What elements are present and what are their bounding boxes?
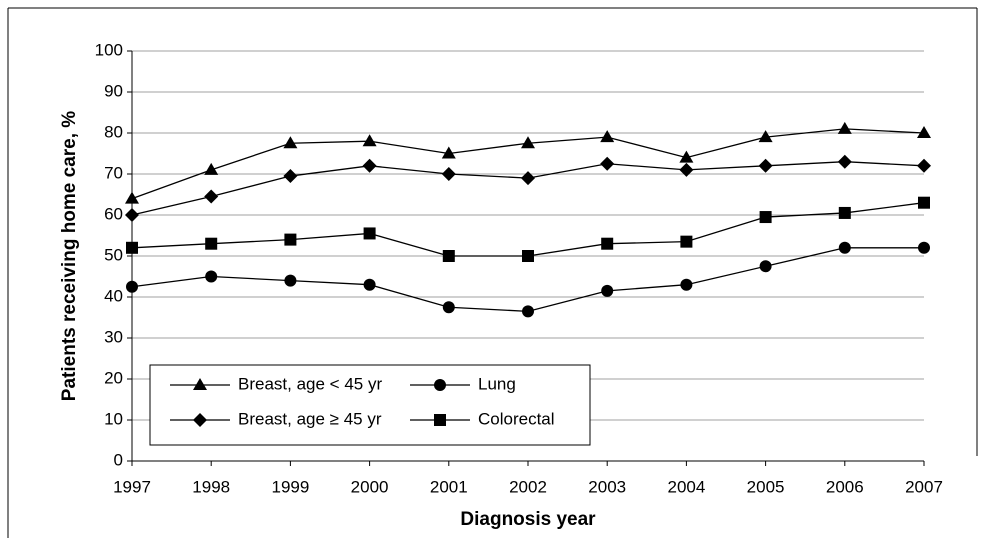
marker bbox=[917, 126, 931, 138]
marker bbox=[521, 171, 535, 186]
marker bbox=[441, 167, 456, 181]
marker bbox=[758, 158, 773, 173]
marker bbox=[918, 241, 930, 254]
marker bbox=[193, 413, 207, 427]
marker bbox=[442, 301, 455, 314]
marker bbox=[680, 235, 693, 248]
marker bbox=[434, 414, 446, 426]
marker bbox=[204, 162, 219, 175]
marker bbox=[125, 208, 139, 222]
marker bbox=[363, 227, 376, 240]
x-tick-label: 2000 bbox=[351, 477, 389, 496]
y-tick-label: 30 bbox=[104, 327, 123, 346]
marker bbox=[917, 158, 931, 173]
y-tick-label: 70 bbox=[104, 163, 123, 182]
x-tick-label: 1997 bbox=[113, 477, 151, 496]
x-tick-label: 2007 bbox=[905, 477, 943, 496]
marker bbox=[758, 130, 773, 143]
marker bbox=[600, 156, 615, 171]
x-axis-label: Diagnosis year bbox=[460, 509, 596, 530]
marker bbox=[838, 241, 851, 254]
marker bbox=[363, 278, 376, 291]
marker bbox=[283, 136, 298, 149]
marker bbox=[126, 241, 138, 254]
y-tick-label: 60 bbox=[104, 204, 123, 223]
y-tick-label: 80 bbox=[104, 122, 123, 141]
series-line bbox=[131, 161, 925, 216]
x-tick-label: 2003 bbox=[588, 477, 626, 496]
marker bbox=[679, 150, 694, 163]
x-tick-label: 2004 bbox=[667, 477, 705, 496]
marker bbox=[759, 211, 772, 224]
marker bbox=[205, 270, 218, 283]
y-axis-label: Patients receiving home care, % bbox=[59, 111, 80, 402]
marker bbox=[600, 130, 615, 143]
marker bbox=[283, 169, 298, 184]
y-tick-label: 100 bbox=[95, 40, 123, 59]
marker bbox=[759, 260, 772, 273]
marker bbox=[522, 305, 534, 318]
y-tick-label: 50 bbox=[104, 245, 123, 264]
x-tick-label: 1999 bbox=[271, 477, 309, 496]
x-tick-label: 2005 bbox=[747, 477, 785, 496]
x-tick-label: 2006 bbox=[826, 477, 864, 496]
legend-label: Breast, age < 45 yr bbox=[238, 374, 382, 393]
marker bbox=[442, 250, 455, 262]
marker bbox=[601, 284, 614, 297]
x-tick-label: 2001 bbox=[430, 477, 468, 496]
legend-label: Breast, age ≥ 45 yr bbox=[238, 409, 382, 428]
marker bbox=[441, 146, 456, 159]
marker bbox=[838, 206, 851, 219]
marker bbox=[362, 158, 377, 173]
marker bbox=[193, 378, 207, 390]
marker bbox=[601, 237, 614, 250]
legend-label: Colorectal bbox=[478, 409, 555, 428]
marker bbox=[434, 379, 446, 391]
series-line bbox=[131, 202, 925, 257]
y-tick-label: 90 bbox=[104, 81, 123, 100]
x-tick-label: 2002 bbox=[509, 477, 547, 496]
y-tick-label: 0 bbox=[114, 450, 123, 469]
marker bbox=[680, 278, 693, 291]
y-tick-label: 10 bbox=[104, 409, 123, 428]
marker bbox=[204, 189, 219, 204]
legend-box bbox=[149, 364, 591, 446]
marker bbox=[125, 191, 139, 204]
y-tick-label: 40 bbox=[104, 286, 123, 305]
marker bbox=[679, 162, 694, 177]
frame bbox=[7, 7, 978, 538]
marker bbox=[284, 274, 297, 287]
marker bbox=[918, 196, 930, 209]
marker bbox=[521, 136, 535, 149]
y-tick-label: 20 bbox=[104, 368, 123, 387]
marker bbox=[362, 134, 377, 147]
marker bbox=[837, 121, 852, 134]
marker bbox=[126, 280, 138, 293]
marker bbox=[837, 154, 852, 169]
marker bbox=[522, 250, 534, 262]
marker bbox=[205, 237, 218, 250]
legend-label: Lung bbox=[478, 374, 516, 393]
x-tick-label: 1998 bbox=[192, 477, 230, 496]
marker bbox=[284, 233, 297, 246]
